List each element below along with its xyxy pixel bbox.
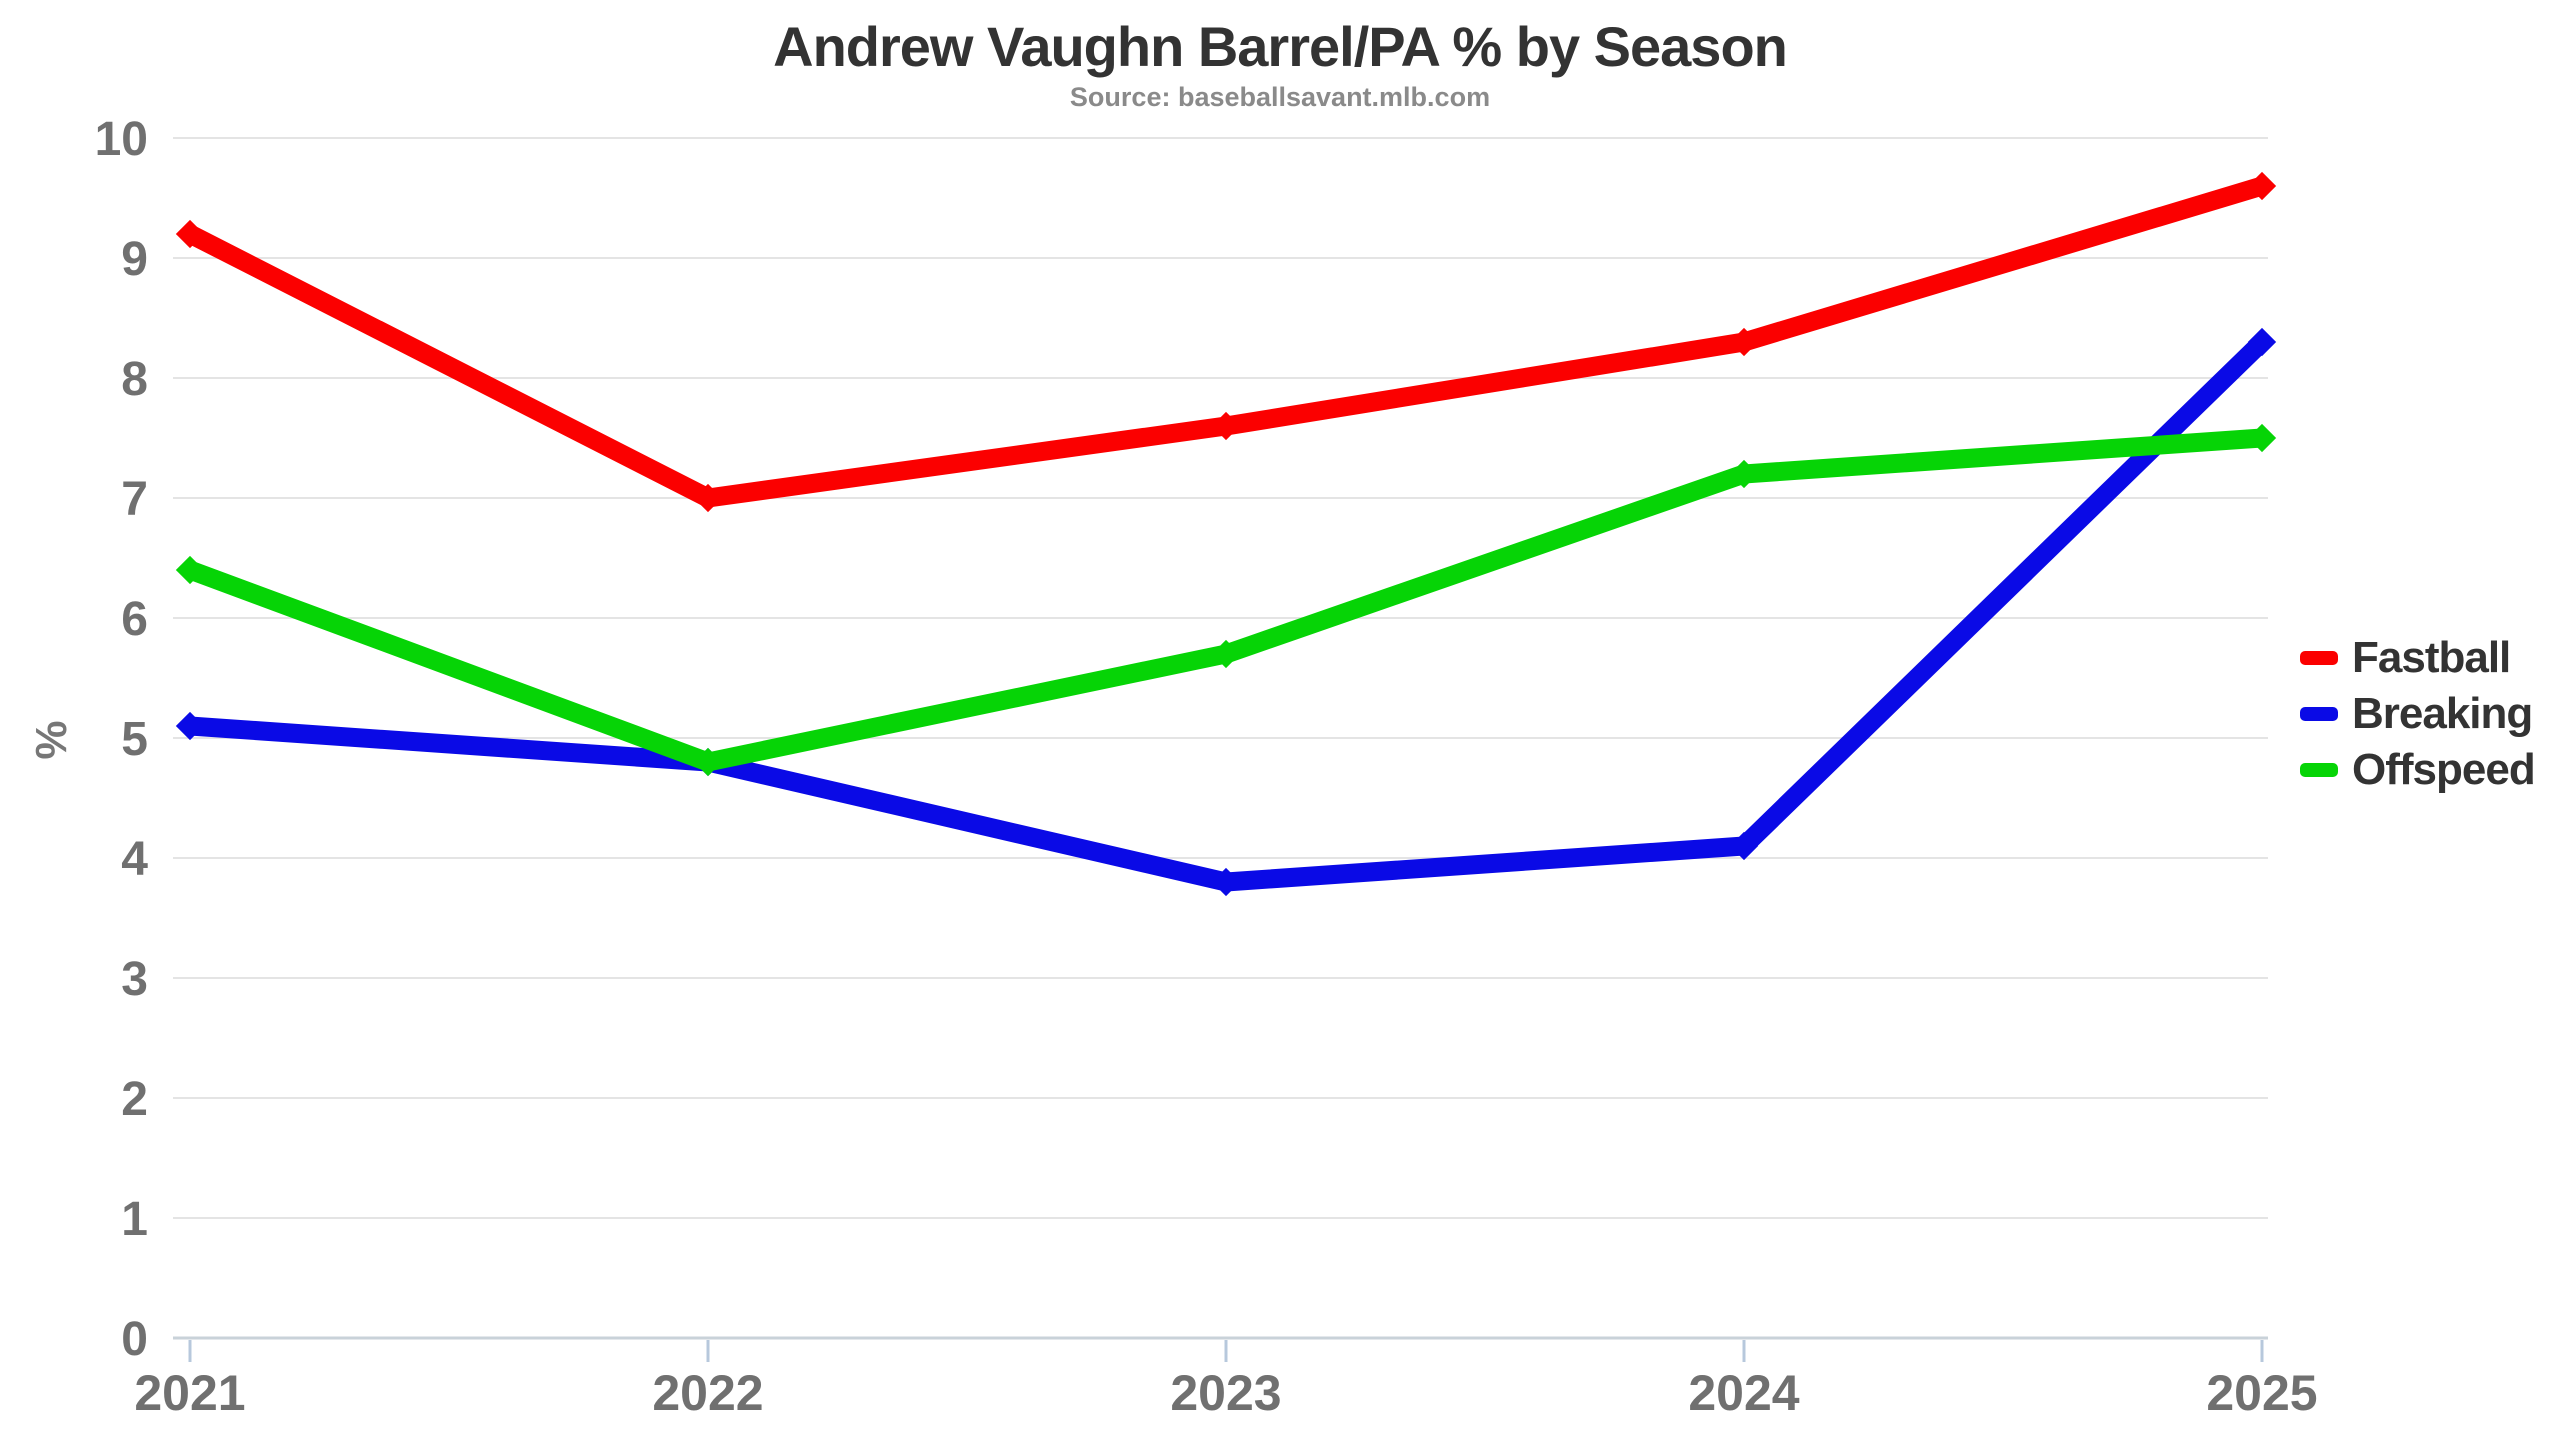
- data-point-fastball-2023: [1211, 411, 1241, 441]
- legend-item-breaking: Breaking: [2300, 689, 2535, 738]
- y-tick-label-7: 7: [121, 473, 148, 526]
- data-point-offspeed-2022: [693, 747, 723, 777]
- offspeed-swatch-icon: [2300, 763, 2338, 777]
- y-tick-label-4: 4: [121, 833, 148, 886]
- data-point-offspeed-2025: [2247, 423, 2277, 453]
- y-axis-title: %: [27, 720, 76, 759]
- chart-subtitle: Source: baseballsavant.mlb.com: [1069, 82, 1491, 112]
- data-point-fastball-2022: [693, 483, 723, 513]
- data-point-fastball-2024: [1729, 327, 1759, 357]
- y-tick-label-3: 3: [121, 953, 148, 1006]
- x-tick-label-2023: 2023: [1170, 1365, 1281, 1421]
- data-point-breaking-2023: [1211, 867, 1241, 897]
- legend-label-breaking: Breaking: [2352, 689, 2533, 738]
- data-point-offspeed-2021: [175, 555, 205, 585]
- y-tick-label-2: 2: [121, 1073, 148, 1126]
- y-tick-label-6: 6: [121, 593, 148, 646]
- y-tick-label-1: 1: [121, 1193, 148, 1246]
- chart-legend: Fastball Breaking Offspeed: [2300, 633, 2536, 794]
- chart-title: Andrew Vaughn Barrel/PA % by Season: [773, 15, 1788, 78]
- data-point-breaking-2024: [1729, 831, 1759, 861]
- x-tick-label-2021: 2021: [134, 1365, 245, 1421]
- legend-item-fastball: Fastball: [2300, 633, 2535, 682]
- y-tick-label-9: 9: [121, 233, 148, 286]
- fastball-swatch-icon: [2300, 651, 2338, 665]
- breaking-swatch-icon: [2300, 707, 2338, 721]
- legend-label-offspeed: Offspeed: [2352, 745, 2536, 794]
- series-line-offspeed: [180, 428, 2272, 772]
- data-point-breaking-2021: [175, 711, 205, 741]
- data-point-offspeed-2023: [1211, 639, 1241, 669]
- legend-label-fastball: Fastball: [2352, 633, 2511, 682]
- data-point-fastball-2025: [2247, 171, 2277, 201]
- y-tick-label-10: 10: [95, 113, 148, 166]
- y-tick-label-5: 5: [121, 713, 148, 766]
- legend-item-offspeed: Offspeed: [2300, 745, 2536, 794]
- x-tick-label-2024: 2024: [1688, 1365, 1799, 1421]
- data-point-breaking-2025: [2247, 327, 2277, 357]
- y-tick-label-0: 0: [121, 1313, 148, 1366]
- x-tick-label-2025: 2025: [2206, 1365, 2317, 1421]
- data-point-offspeed-2024: [1729, 459, 1759, 489]
- x-tick-label-2022: 2022: [652, 1365, 763, 1421]
- y-tick-label-8: 8: [121, 353, 148, 406]
